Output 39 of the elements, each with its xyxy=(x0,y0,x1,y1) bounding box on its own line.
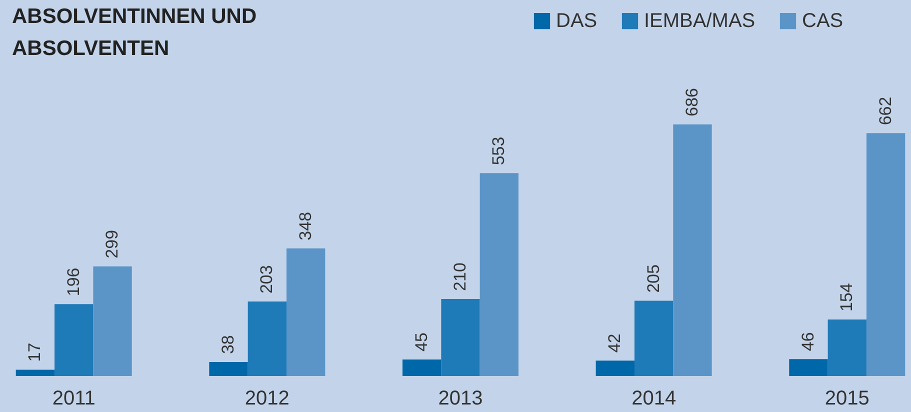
bar xyxy=(866,133,906,376)
legend-label: CAS xyxy=(802,10,844,32)
data-label: 45 xyxy=(412,332,431,352)
x-tick-label: 2013 xyxy=(438,388,483,410)
data-label: 196 xyxy=(64,268,83,296)
data-label: 205 xyxy=(644,264,663,293)
legend-label: DAS xyxy=(556,10,598,32)
bar xyxy=(828,320,866,376)
data-label: 38 xyxy=(218,335,238,354)
bar xyxy=(93,266,132,376)
data-label: 46 xyxy=(798,332,818,352)
bar xyxy=(402,359,442,376)
bar xyxy=(634,300,674,376)
bar xyxy=(596,360,634,376)
bar xyxy=(441,298,480,376)
data-label: 203 xyxy=(257,265,276,294)
data-label: 662 xyxy=(876,96,895,126)
data-label: 299 xyxy=(102,230,122,258)
data-label: 553 xyxy=(489,136,508,166)
legend-label: IEMBA/MAS xyxy=(644,10,756,32)
bar xyxy=(54,304,94,376)
x-tick-label: 2014 xyxy=(632,388,676,410)
bar xyxy=(209,362,248,376)
data-label: 686 xyxy=(682,88,702,116)
data-label: 348 xyxy=(296,212,315,240)
x-tick-label: 2015 xyxy=(824,388,870,410)
data-label: 154 xyxy=(837,283,856,312)
bar xyxy=(673,124,712,376)
chart-title: ABSOLVENTINNEN UND ABSOLVENTEN xyxy=(12,5,257,60)
data-label: 210 xyxy=(450,262,470,291)
data-label: 42 xyxy=(605,334,624,353)
x-tick-label: 2011 xyxy=(52,388,96,410)
bar xyxy=(16,370,55,376)
bar xyxy=(480,173,518,376)
bar xyxy=(789,359,828,376)
bar xyxy=(248,302,287,376)
x-tick-label: 2012 xyxy=(244,388,290,410)
data-label: 17 xyxy=(25,342,44,362)
bar xyxy=(286,248,326,376)
